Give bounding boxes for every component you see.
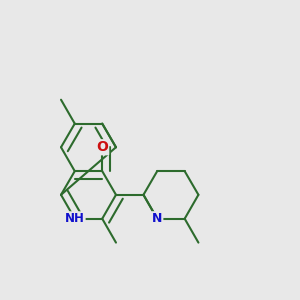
Text: N: N [152, 212, 162, 225]
Text: O: O [96, 140, 108, 154]
Text: NH: NH [65, 212, 85, 225]
